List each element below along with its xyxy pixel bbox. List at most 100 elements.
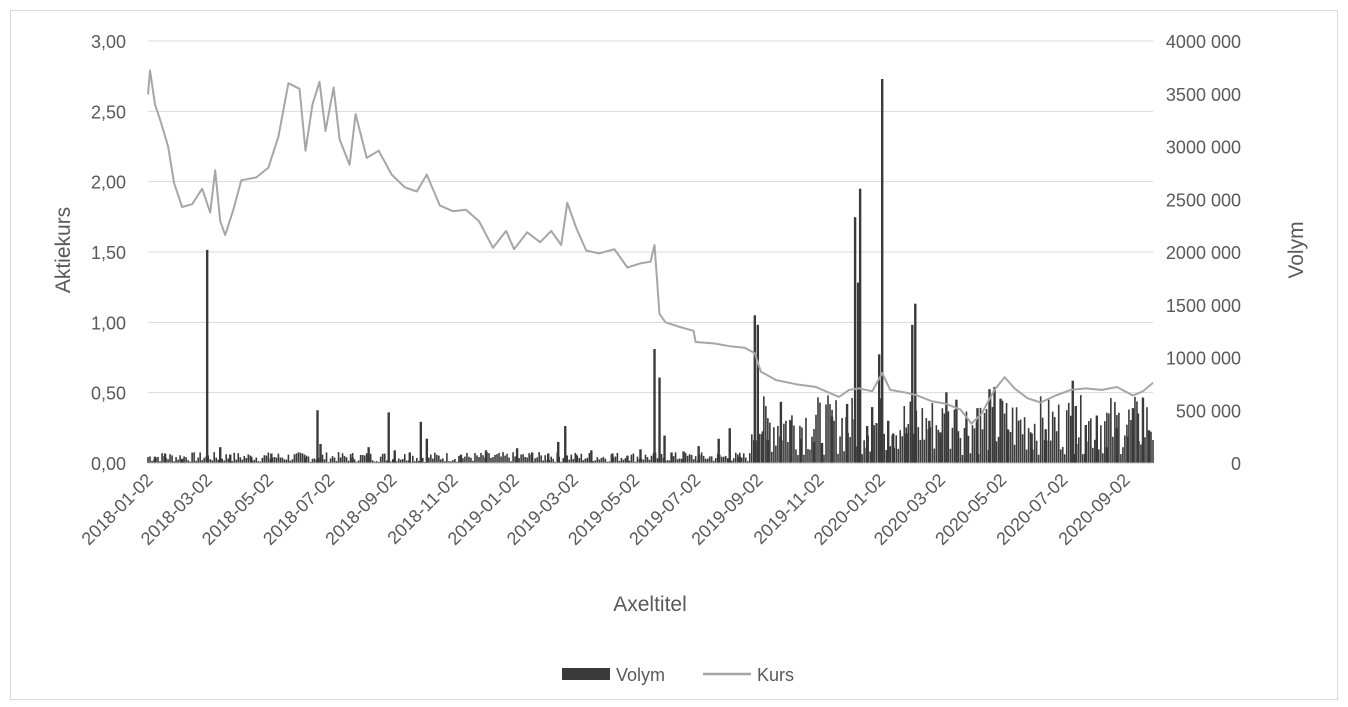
volume-bar-minor: [432, 458, 434, 463]
volume-bar-minor: [239, 457, 242, 463]
volume-bar-minor: [656, 458, 659, 463]
volume-bar-minor: [257, 461, 260, 463]
volume-bar-minor: [233, 452, 236, 463]
volume-bar-minor: [199, 452, 201, 463]
volume-bar-minor: [672, 456, 675, 463]
volume-bar-minor: [732, 458, 735, 463]
volume-bar-minor: [1061, 446, 1064, 463]
volume-bar-minor: [799, 425, 801, 463]
volume-bar-minor: [821, 444, 823, 463]
volume-bar-minor: [718, 454, 721, 463]
volume-bar-minor: [835, 400, 837, 463]
volume-bar: [1126, 436, 1130, 463]
volume-bar-minor: [935, 425, 938, 463]
volume-bar: [697, 446, 700, 463]
volume-bar-minor: [682, 460, 685, 463]
volume-bar-minor: [407, 460, 410, 463]
volume-bar-minor: [279, 457, 282, 463]
volume-bar: [653, 349, 656, 463]
volume-bar-minor: [472, 460, 474, 463]
volume-bars: [147, 78, 1154, 463]
volume-bar-minor: [219, 456, 222, 463]
volume-bar-minor: [1108, 413, 1110, 463]
volume-bar-minor: [1063, 454, 1066, 463]
volume-bar-minor: [275, 457, 278, 463]
volume-bar-minor: [401, 459, 404, 463]
volume-bar-minor: [568, 459, 571, 463]
volume-bar-minor: [879, 398, 881, 463]
volume-bar-minor: [369, 453, 372, 463]
volume-bar-minor: [903, 405, 906, 463]
volume-bar: [799, 438, 803, 463]
volume-bar: [425, 438, 429, 463]
volume-bar: [865, 426, 869, 463]
volume-bar: [1071, 380, 1074, 463]
volume-bar-minor: [1075, 444, 1078, 463]
volume-bar-minor: [546, 460, 548, 463]
volume-bar-minor: [365, 453, 368, 463]
volume-bar-minor: [941, 408, 944, 463]
y2-tick-label: 0: [1231, 454, 1241, 474]
legend-volym-label: Volym: [616, 665, 665, 685]
volume-bar-minor: [873, 425, 875, 463]
volume-bar-minor: [466, 452, 468, 463]
volume-bar-minor: [576, 456, 579, 463]
volume-bar: [316, 410, 319, 463]
volume-bar-minor: [438, 455, 440, 463]
volume-bar: [626, 455, 629, 463]
volume-bar: [682, 451, 685, 463]
volume-bar-minor: [175, 457, 177, 463]
volume-bar-minor: [303, 454, 306, 463]
volume-bar-minor: [1098, 449, 1100, 463]
volume-bar-minor: [452, 460, 454, 463]
volume-bar: [205, 249, 209, 463]
volume-bar: [887, 420, 890, 463]
y2-tick-label: 1500 000: [1166, 296, 1241, 316]
volume-bar: [1044, 429, 1047, 463]
volume-bar-minor: [480, 452, 482, 463]
volume-bar-minor: [171, 455, 173, 463]
volume-bar: [1030, 433, 1033, 463]
volume-bar-minor: [462, 458, 464, 463]
volume-bar-minor: [1015, 407, 1018, 463]
volume-bar-minor: [1025, 449, 1028, 463]
volume-bar-minor: [716, 453, 719, 463]
volume-bar-minor: [1124, 435, 1126, 463]
volume-bar-minor: [203, 457, 205, 463]
volume-bar-minor: [951, 427, 954, 463]
legend-kurs-label: Kurs: [757, 665, 794, 685]
volume-bar: [419, 421, 423, 463]
volume-bar-minor: [1096, 426, 1098, 463]
volume-bar-minor: [761, 434, 763, 463]
volume-bar-minor: [434, 452, 436, 463]
volume-bar-minor: [383, 453, 386, 463]
volume-bar-minor: [985, 409, 988, 463]
volume-bar-minor: [173, 461, 175, 463]
volume-bar-minor: [929, 427, 932, 463]
volume-bar-minor: [714, 458, 717, 463]
volume-bar-minor: [620, 457, 623, 463]
volume-bar-minor: [1092, 447, 1094, 463]
volume-bar-minor: [907, 424, 910, 463]
volume-bar-minor: [464, 456, 466, 463]
volume-bar: [546, 453, 550, 463]
volume-bar-minor: [440, 459, 442, 463]
volume-bar-minor: [207, 455, 209, 463]
volume-bar-minor: [640, 458, 643, 463]
legend: Volym Kurs: [562, 665, 794, 685]
volume-bar-minor: [572, 458, 575, 463]
volume-bar-minor: [163, 456, 165, 463]
volume-bar-minor: [375, 461, 378, 463]
volume-bar-minor: [863, 440, 865, 463]
volume-bar: [1084, 425, 1087, 463]
volume-bar-minor: [241, 459, 244, 463]
volume-bar-minor: [448, 461, 450, 463]
volume-bar-minor: [1071, 454, 1074, 463]
volume-bar-minor: [496, 454, 498, 463]
volume-bar-minor: [325, 452, 328, 463]
volume-bar-minor: [618, 460, 621, 463]
volume-bar-minor: [678, 458, 681, 463]
volume-bar-minor: [361, 455, 364, 463]
y2-axis-title: Volym: [1285, 221, 1308, 278]
volume-bar-minor: [1132, 408, 1134, 463]
